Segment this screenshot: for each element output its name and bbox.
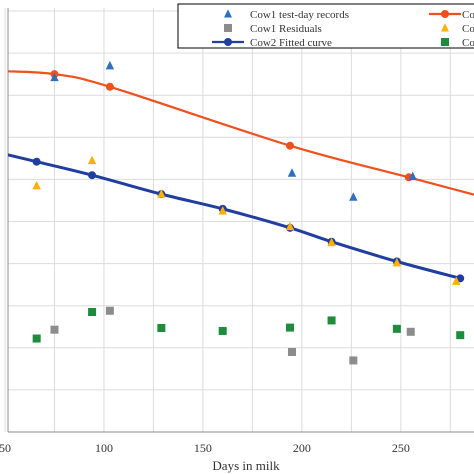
cow2-records-point [32,180,41,190]
legend-item: Cow1 test-day records [224,9,349,21]
cow1-records-point [408,171,417,181]
legend-swatch-marker [441,10,449,18]
legend-swatch-marker [224,38,232,46]
x-tick-labels: 50 100 150 200 250 [0,441,410,455]
legend-label: Cow1 Residuals [250,23,322,35]
legend-label: Co [462,37,474,49]
cow2-residuals-point [88,308,97,317]
cow2-fit-point [88,171,97,180]
cow1-residuals-point [349,356,358,365]
cow2-residuals-point [218,326,227,335]
cow2-records-point [218,206,227,215]
legend-label: Co [462,23,474,35]
legend: Cow1 test-day records Co Cow1 Residuals Co C… [177,3,474,49]
series-cow2-records [32,155,461,285]
cow2-records-point [157,189,166,198]
x-tick-label: 250 [392,441,410,455]
legend-item: Cow1 Residuals [224,23,322,35]
cow1-records-point [105,60,115,70]
cow2-residuals-point [157,324,166,333]
legend-swatch-marker [224,24,232,32]
series-cow2-residuals [32,308,465,343]
cow1-records-point [349,192,358,201]
legend-swatch-marker [224,9,232,18]
cow2-records-point [452,276,461,285]
legend-label: Co [462,9,474,21]
series-layer [8,60,474,365]
cow1-records-point [50,72,59,82]
cow2-residuals-point [327,316,336,325]
cow1-residuals-point [287,348,296,357]
cow1-residuals-point [406,327,415,336]
x-tick-label: 200 [293,441,311,455]
cow2-residuals-point [456,331,465,340]
cow2-residuals-point [392,324,401,333]
cow2-residuals-point [286,323,294,332]
cow2-records-point [87,155,97,165]
cow1-residuals-point [105,306,114,315]
x-tick-label: 150 [194,441,212,455]
legend-item: Co [441,23,474,35]
x-tick-label: 100 [95,441,113,455]
cow1-fit-point [286,141,294,150]
cow2-fit-point [456,274,465,283]
series-cow1-records [50,60,417,201]
legend-swatch-marker [441,38,449,46]
x-tick-label: 50 [0,441,11,455]
legend-swatch-marker [441,23,449,32]
cow2-records-point [392,257,402,267]
x-axis-label: Days in milk [212,458,280,473]
cow2-fit-point [32,157,41,166]
legend-item: Cow2 Fitted curve [212,37,332,49]
cow2-residuals-point [32,334,41,343]
plot-border [7,8,474,433]
cow1-fit-point [105,82,114,91]
cow1-residuals-point [50,325,59,334]
cow2-records-point [285,221,295,231]
cow2-records-point [327,237,336,247]
legend-item: Co [429,9,474,21]
series-cow1-residuals [50,306,415,365]
legend-label: Cow2 Fitted curve [250,37,332,49]
legend-item: Co [441,37,474,49]
legend-label: Cow1 test-day records [250,9,349,21]
cow1-records-point [287,168,297,177]
